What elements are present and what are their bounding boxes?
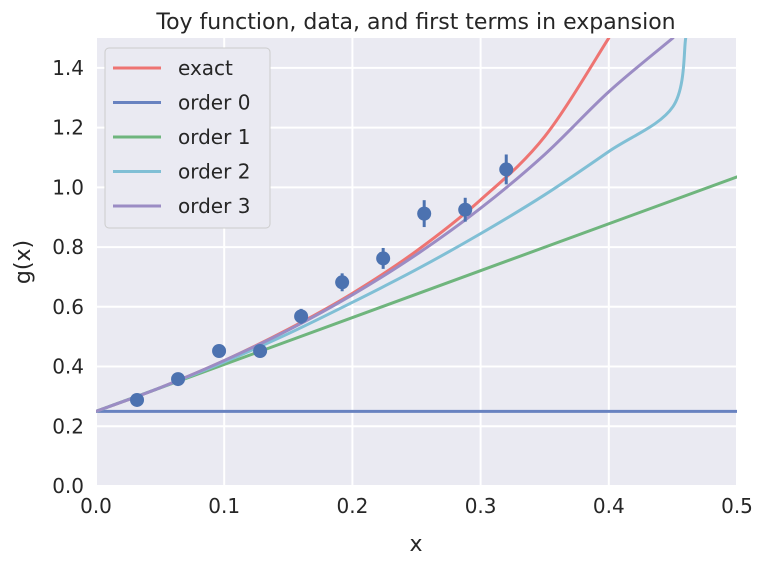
x-axis-label: x — [409, 532, 422, 557]
y-tick-label: 1.4 — [52, 56, 84, 80]
data-point — [335, 275, 350, 290]
legend-box — [104, 47, 271, 229]
x-tick-label: 0.4 — [593, 494, 625, 518]
y-tick-label: 0.8 — [52, 235, 84, 259]
data-point — [212, 344, 227, 359]
data-point — [458, 202, 473, 217]
series-lines — [96, 38, 737, 413]
data-points — [130, 154, 514, 407]
x-tick-labels: 0.0 0.1 0.2 0.3 0.4 0.5 — [80, 494, 753, 518]
legend-label: exact — [178, 56, 233, 80]
x-tick-label: 0.3 — [465, 494, 497, 518]
y-tick-label: 1.0 — [52, 175, 84, 199]
y-tick-label: 1.2 — [52, 116, 84, 140]
data-point — [376, 251, 391, 266]
x-tick-label: 0.0 — [80, 494, 112, 518]
data-point — [499, 162, 514, 177]
y-tick-labels: 0.0 0.2 0.4 0.6 0.8 1.0 1.2 1.4 — [52, 56, 84, 498]
data-point — [171, 372, 186, 387]
data-point — [417, 206, 432, 221]
legend: exact order 0 order 1 order 2 order 3 — [104, 47, 271, 229]
x-tick-label: 0.1 — [208, 494, 240, 518]
x-tick-label: 0.5 — [721, 494, 753, 518]
legend-label: order 0 — [178, 91, 250, 115]
y-tick-label: 0.4 — [52, 355, 84, 379]
x-tick-label: 0.2 — [336, 494, 368, 518]
series-line-order-3 — [96, 38, 675, 413]
y-axis-label: g(x) — [11, 240, 36, 284]
legend-label: order 1 — [178, 125, 250, 149]
y-tick-label: 0.2 — [52, 414, 84, 438]
y-tick-label: 0.6 — [52, 295, 84, 319]
data-point — [253, 344, 268, 359]
chart-title: Toy function, data, and first terms in e… — [155, 10, 675, 35]
data-point — [130, 392, 145, 407]
data-point — [294, 309, 309, 324]
legend-label: order 3 — [178, 194, 250, 218]
y-tick-label: 0.0 — [52, 474, 84, 498]
grid — [95, 38, 738, 487]
legend-label: order 2 — [178, 160, 250, 184]
